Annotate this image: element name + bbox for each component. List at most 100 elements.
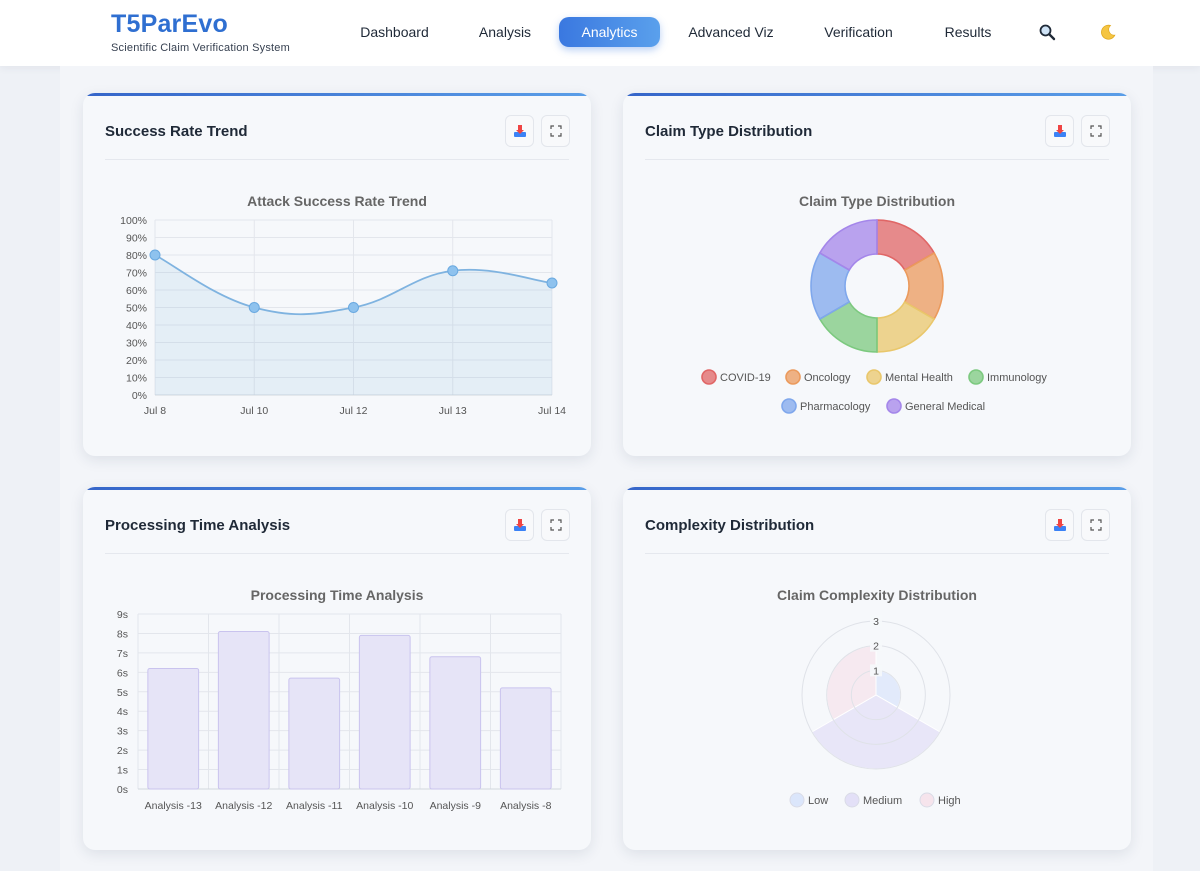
legend-swatch xyxy=(844,792,860,808)
x-tick-label: Jul 8 xyxy=(144,405,166,417)
legend-label: Oncology xyxy=(804,372,851,384)
y-tick-label: 80% xyxy=(126,250,147,262)
download-button[interactable] xyxy=(1045,115,1074,147)
main-nav: Dashboard Analysis Analytics Advanced Vi… xyxy=(0,17,1200,47)
data-point xyxy=(149,249,161,261)
brand[interactable]: T5ParEvo Scientific Claim Verification S… xyxy=(111,10,290,54)
legend-swatch xyxy=(789,792,805,808)
bar-chart: Processing Time Analysis 0s 1s 2s 3s 4s 5s 6s 7… xyxy=(117,587,562,812)
moon-icon[interactable] xyxy=(1096,20,1120,44)
y-tick-label: 5s xyxy=(117,687,128,699)
expand-icon xyxy=(549,519,562,531)
y-tick-label: 1s xyxy=(117,765,128,777)
y-tick-label: 7s xyxy=(117,648,128,660)
download-button[interactable] xyxy=(1045,509,1074,541)
chart-title: Claim Complexity Distribution xyxy=(777,587,977,603)
donut-chart: Claim Type Distribution COVID-19 Oncology… xyxy=(701,193,1047,414)
nav-item-analysis[interactable]: Analysis xyxy=(478,24,532,40)
x-tick-label: Jul 14 xyxy=(538,405,566,417)
legend-label: General Medical xyxy=(905,401,985,413)
card-claim-type-distribution: Claim Type Distribution Claim Type Distr… xyxy=(623,93,1131,456)
card-title: Complexity Distribution xyxy=(645,517,815,534)
search-icon[interactable] xyxy=(1035,20,1059,44)
y-tick-label: 4s xyxy=(117,706,128,718)
nav-item-advanced-viz[interactable]: Advanced Viz xyxy=(688,24,774,40)
nav-item-results[interactable]: Results xyxy=(944,24,992,40)
nav-item-verification[interactable]: Verification xyxy=(824,24,893,40)
radial-tick-label: 2 xyxy=(873,641,879,653)
y-tick-label: 0% xyxy=(132,390,147,402)
data-point xyxy=(546,277,558,289)
legend-label: COVID-19 xyxy=(720,372,771,384)
y-tick-label: 90% xyxy=(126,233,147,245)
radial-tick-label: 3 xyxy=(873,616,879,628)
legend-label: Medium xyxy=(863,795,902,807)
card-title: Processing Time Analysis xyxy=(105,517,291,534)
data-point xyxy=(248,302,260,313)
line-area-fill xyxy=(155,255,552,395)
y-tick-label: 10% xyxy=(126,373,147,385)
legend-swatch xyxy=(866,369,882,385)
legend-label: Pharmacology xyxy=(800,401,871,413)
download-icon xyxy=(1053,519,1066,531)
legend-label: Low xyxy=(808,795,828,807)
legend-swatch xyxy=(919,792,935,808)
y-tick-label: 0s xyxy=(117,784,128,796)
expand-button[interactable] xyxy=(541,115,570,147)
card-accent-bar xyxy=(83,93,591,96)
y-tick-label: 60% xyxy=(126,285,147,297)
x-tick-label: Analysis -9 xyxy=(430,800,482,812)
data-point xyxy=(348,302,359,313)
card-title: Claim Type Distribution xyxy=(645,123,813,140)
data-point xyxy=(447,265,459,277)
card-divider xyxy=(645,159,1109,160)
x-tick-label: Analysis -12 xyxy=(215,800,272,812)
x-tick-label: Jul 12 xyxy=(339,405,367,417)
card-divider xyxy=(645,553,1109,554)
card-title: Success Rate Trend xyxy=(105,123,248,140)
y-tick-label: 40% xyxy=(126,320,147,332)
card-accent-bar xyxy=(623,487,1131,490)
bar xyxy=(217,631,270,790)
nav-item-dashboard[interactable]: Dashboard xyxy=(360,24,429,40)
chart-title: Attack Success Rate Trend xyxy=(247,193,427,209)
bar xyxy=(358,634,411,790)
download-button[interactable] xyxy=(505,115,534,147)
expand-button[interactable] xyxy=(1081,509,1110,541)
expand-button[interactable] xyxy=(541,509,570,541)
bar xyxy=(288,677,341,790)
x-tick-label: Jul 13 xyxy=(439,405,467,417)
legend-swatch xyxy=(701,369,717,385)
y-tick-label: 9s xyxy=(117,609,128,621)
card-accent-bar xyxy=(83,487,591,490)
chart-title: Claim Type Distribution xyxy=(799,193,955,209)
card-complexity-distribution: Complexity Distribution Claim Complexity… xyxy=(623,487,1131,850)
x-tick-label: Analysis -11 xyxy=(286,800,343,812)
legend-swatch xyxy=(968,369,984,385)
y-tick-label: 50% xyxy=(126,303,147,315)
y-tick-label: 30% xyxy=(126,338,147,350)
legend-swatch xyxy=(781,398,797,414)
card-divider xyxy=(105,553,569,554)
y-tick-label: 70% xyxy=(126,268,147,280)
top-header: T5ParEvo Scientific Claim Verification S… xyxy=(0,0,1200,66)
card-success-rate-trend: Success Rate Trend Attack Success Rate T… xyxy=(83,93,591,456)
y-tick-label: 6s xyxy=(117,667,128,679)
x-tick-label: Analysis -10 xyxy=(356,800,413,812)
download-button[interactable] xyxy=(505,509,534,541)
y-tick-label: 2s xyxy=(117,745,128,757)
nav-item-analytics[interactable]: Analytics xyxy=(559,17,660,47)
card-accent-bar xyxy=(623,93,1131,96)
download-icon xyxy=(513,125,526,137)
expand-icon xyxy=(549,125,562,137)
app-subtitle: Scientific Claim Verification System xyxy=(111,42,290,54)
expand-button[interactable] xyxy=(1081,115,1110,147)
radial-tick-label: 1 xyxy=(873,665,879,677)
radial-tick-backdrop xyxy=(870,664,882,677)
y-tick-label: 3s xyxy=(117,726,128,738)
card-processing-time-analysis: Processing Time Analysis Processing Time… xyxy=(83,487,591,850)
radial-tick-backdrop xyxy=(870,615,882,627)
radial-tick-backdrop xyxy=(870,639,882,652)
bar xyxy=(147,667,200,790)
legend-label: Mental Health xyxy=(885,372,953,384)
